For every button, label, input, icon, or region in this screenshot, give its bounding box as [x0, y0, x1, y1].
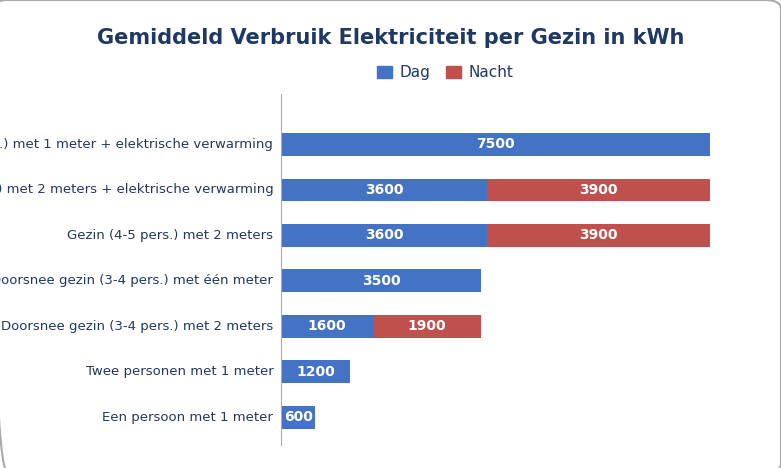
Text: 3900: 3900	[579, 228, 618, 242]
Text: 1600: 1600	[308, 319, 346, 333]
Bar	[281, 224, 487, 247]
Text: 7500: 7500	[476, 138, 515, 152]
Text: Een persoon met 1 meter: Een persoon met 1 meter	[102, 411, 273, 424]
Text: 3900: 3900	[579, 183, 618, 197]
Text: Twee personen met 1 meter: Twee personen met 1 meter	[86, 365, 273, 378]
Text: 600: 600	[284, 410, 312, 424]
Bar	[281, 315, 373, 337]
Text: Gezin (4-5 pers.) met 2 meters: Gezin (4-5 pers.) met 2 meters	[67, 229, 273, 242]
Bar	[373, 315, 481, 337]
Text: Gezin (4-5 pers.) met 1 meter + elektrische verwarming: Gezin (4-5 pers.) met 1 meter + elektris…	[0, 138, 273, 151]
Bar	[281, 406, 316, 429]
Text: Doorsnee gezin (3-4 pers.) met één meter: Doorsnee gezin (3-4 pers.) met één meter	[0, 274, 273, 287]
Bar	[281, 360, 350, 383]
Text: Gemiddeld Verbruik Elektriciteit per Gezin in kWh: Gemiddeld Verbruik Elektriciteit per Gez…	[97, 28, 684, 48]
Bar	[487, 224, 710, 247]
Legend: Dag, Nacht: Dag, Nacht	[371, 59, 519, 87]
Text: 1200: 1200	[296, 365, 335, 379]
Bar	[487, 178, 710, 201]
Text: 3600: 3600	[365, 183, 403, 197]
Text: Doorsnee gezin (3-4 pers.) met 2 meters: Doorsnee gezin (3-4 pers.) met 2 meters	[1, 320, 273, 333]
Bar	[281, 178, 487, 201]
Bar	[281, 270, 481, 292]
Text: Gezin (4-5 pers.) met 2 meters + elektrische verwarming: Gezin (4-5 pers.) met 2 meters + elektri…	[0, 183, 273, 197]
Text: 3500: 3500	[362, 274, 401, 288]
Text: 1900: 1900	[408, 319, 446, 333]
Text: 3600: 3600	[365, 228, 403, 242]
Bar	[281, 133, 710, 156]
